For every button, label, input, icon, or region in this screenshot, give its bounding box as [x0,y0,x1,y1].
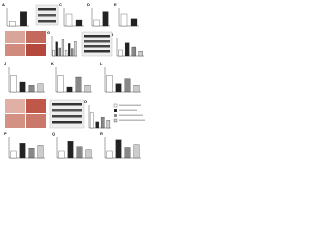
bar [133,85,140,93]
bar [68,43,71,57]
panel-label: Q [52,131,55,136]
bar [130,18,138,27]
blot [49,99,85,129]
micrograph [5,31,46,56]
bar [58,47,61,57]
panel-label: A [2,2,5,7]
bar [52,50,55,57]
bar [84,85,91,93]
bar [95,121,100,129]
bar [55,41,58,57]
bar [138,51,143,57]
bar [89,112,94,129]
bar [28,148,35,159]
bar [120,13,128,27]
panel-label: O [84,99,87,104]
bar [10,150,17,159]
bar [20,11,27,27]
panel-label: P [4,131,7,136]
panel-label: G [47,30,50,35]
bar [106,75,113,93]
bar [19,143,26,159]
panel-label: J [4,61,6,66]
bar [106,150,113,159]
bar [10,75,17,93]
bar [19,81,26,93]
bar [100,117,105,129]
bar [75,19,83,27]
bar [124,78,131,93]
bar [74,40,77,57]
bar [115,83,122,93]
panel-label: R [100,131,103,136]
bar [124,42,130,57]
blot [35,4,59,26]
bar [115,139,122,159]
bar [66,86,73,93]
figure: A C D E G I J K L O P Q R [2,2,145,159]
bar [57,75,64,93]
bar [71,48,74,57]
panel-label: L [100,61,103,66]
bar [58,150,65,159]
bar [65,13,73,27]
bar [75,76,82,93]
bar [118,49,123,57]
bar [28,85,35,93]
panel-label: C [59,2,62,7]
panel-label: I [112,32,113,37]
bar [102,11,109,27]
panel-label: D [87,2,90,7]
bar [76,146,83,159]
panel-label: E [114,2,117,7]
bar [9,21,16,27]
legend [113,103,145,123]
panel-label: K [51,61,54,66]
bar [37,83,44,93]
bar [131,46,137,57]
bar [133,144,140,159]
bar [85,149,92,159]
bar [61,39,65,57]
bar [37,145,44,159]
page: {"chart_data": [ {"type": "bar", "label"… [0,0,150,160]
bar [106,120,111,129]
bar [93,19,100,27]
bar [124,147,131,159]
blot [81,31,113,57]
bar [64,50,68,57]
bar [67,141,74,159]
micrograph [5,99,46,128]
